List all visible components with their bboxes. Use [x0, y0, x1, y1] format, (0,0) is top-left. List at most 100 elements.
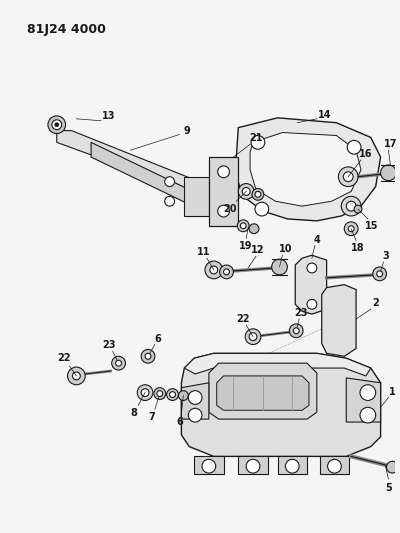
- Text: 19: 19: [240, 241, 253, 252]
- Text: 5: 5: [385, 483, 392, 493]
- Circle shape: [224, 269, 230, 275]
- Text: 18: 18: [351, 244, 365, 253]
- Circle shape: [344, 222, 358, 236]
- Circle shape: [249, 224, 259, 233]
- Circle shape: [377, 271, 382, 277]
- Circle shape: [220, 265, 233, 279]
- Polygon shape: [209, 363, 317, 419]
- Circle shape: [165, 196, 174, 206]
- Circle shape: [210, 266, 218, 274]
- Text: 2: 2: [372, 298, 379, 308]
- Circle shape: [238, 183, 254, 199]
- Circle shape: [218, 166, 230, 177]
- Circle shape: [354, 205, 362, 213]
- Circle shape: [293, 328, 299, 334]
- Circle shape: [68, 367, 85, 385]
- Polygon shape: [322, 285, 356, 356]
- Circle shape: [48, 116, 66, 134]
- Polygon shape: [184, 177, 209, 216]
- Text: 7: 7: [148, 412, 155, 422]
- Circle shape: [341, 199, 355, 213]
- Text: 81J24 4000: 81J24 4000: [27, 22, 106, 36]
- Polygon shape: [346, 378, 381, 422]
- Polygon shape: [194, 456, 224, 474]
- Polygon shape: [236, 118, 381, 221]
- Circle shape: [218, 205, 230, 217]
- Text: 21: 21: [249, 133, 263, 143]
- Circle shape: [381, 165, 396, 181]
- Text: 4: 4: [314, 235, 320, 245]
- Circle shape: [145, 353, 151, 359]
- Text: 6: 6: [176, 417, 183, 427]
- Polygon shape: [209, 157, 238, 226]
- Polygon shape: [320, 456, 349, 474]
- Circle shape: [202, 459, 216, 473]
- Circle shape: [237, 220, 249, 232]
- Circle shape: [245, 329, 261, 344]
- Circle shape: [286, 459, 299, 473]
- Text: 23: 23: [294, 308, 308, 318]
- Circle shape: [328, 459, 341, 473]
- Circle shape: [141, 389, 149, 397]
- Text: 3: 3: [382, 251, 389, 261]
- Circle shape: [338, 167, 358, 187]
- Text: 6: 6: [154, 334, 161, 344]
- Text: 16: 16: [359, 149, 373, 159]
- Polygon shape: [295, 255, 327, 314]
- Circle shape: [167, 389, 178, 400]
- Text: 15: 15: [365, 221, 378, 231]
- Circle shape: [188, 391, 202, 405]
- Circle shape: [347, 140, 361, 154]
- Circle shape: [272, 259, 287, 275]
- Circle shape: [346, 201, 356, 211]
- Polygon shape: [250, 133, 361, 206]
- Circle shape: [360, 407, 376, 423]
- Text: 12: 12: [251, 245, 265, 255]
- Text: 13: 13: [102, 111, 116, 121]
- Circle shape: [249, 333, 257, 341]
- Circle shape: [348, 226, 354, 232]
- Circle shape: [373, 267, 386, 281]
- Circle shape: [165, 177, 174, 187]
- Circle shape: [252, 189, 264, 200]
- Circle shape: [157, 391, 163, 397]
- Circle shape: [52, 120, 62, 130]
- Polygon shape: [184, 353, 371, 376]
- Polygon shape: [278, 456, 307, 474]
- Polygon shape: [217, 376, 309, 410]
- Circle shape: [386, 461, 398, 473]
- Text: 23: 23: [102, 341, 116, 351]
- Circle shape: [246, 459, 260, 473]
- Circle shape: [255, 191, 261, 197]
- Text: 10: 10: [279, 244, 292, 254]
- Circle shape: [188, 408, 202, 422]
- Text: 22: 22: [236, 314, 250, 324]
- Text: 17: 17: [384, 139, 397, 149]
- Text: 8: 8: [131, 408, 138, 418]
- Circle shape: [205, 261, 223, 279]
- Circle shape: [178, 391, 188, 400]
- Circle shape: [55, 123, 59, 127]
- Circle shape: [116, 360, 122, 366]
- Polygon shape: [57, 131, 199, 195]
- Text: 11: 11: [197, 247, 211, 257]
- Circle shape: [141, 350, 155, 363]
- Circle shape: [307, 300, 317, 309]
- Polygon shape: [238, 456, 268, 474]
- Circle shape: [137, 385, 153, 400]
- Circle shape: [154, 387, 166, 399]
- Text: 22: 22: [57, 353, 70, 364]
- Circle shape: [242, 188, 250, 196]
- Circle shape: [289, 324, 303, 337]
- Circle shape: [343, 172, 353, 182]
- Circle shape: [251, 135, 265, 149]
- Text: 20: 20: [224, 204, 237, 214]
- Polygon shape: [181, 353, 381, 456]
- Polygon shape: [91, 142, 199, 209]
- Circle shape: [170, 392, 176, 398]
- Text: 14: 14: [318, 110, 332, 120]
- Text: 1: 1: [389, 386, 396, 397]
- Circle shape: [307, 263, 317, 273]
- Circle shape: [240, 223, 246, 229]
- Circle shape: [360, 385, 376, 400]
